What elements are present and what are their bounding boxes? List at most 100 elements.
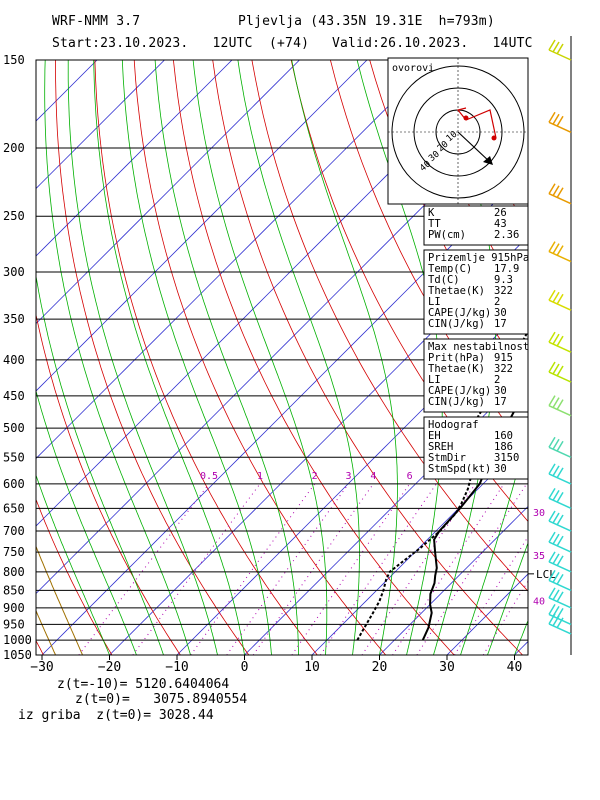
wind-barb-staff <box>548 341 572 353</box>
wind-barb-flag <box>552 113 560 125</box>
surface-panel-label: LI <box>428 296 441 308</box>
wind-barb-flag <box>552 465 560 477</box>
wind-barb-flag <box>552 512 560 524</box>
pressure-tick-label: 300 <box>3 265 25 279</box>
wind-barb-flag <box>548 361 556 373</box>
hodograph-title: ovorovi <box>392 63 434 74</box>
pressure-tick-label: 500 <box>3 421 25 435</box>
wind-barb-staff <box>548 541 572 553</box>
hodograf-panel-value: 160 <box>494 430 513 442</box>
side-label: 35 <box>533 551 545 562</box>
wind-barb <box>548 361 572 383</box>
wind-barb <box>548 570 572 592</box>
wind-barb-staff <box>548 623 572 635</box>
wind-barb-flag <box>556 491 564 503</box>
surface-panel-label: Thetae(K) <box>428 285 485 297</box>
wind-barb-staff <box>548 193 572 205</box>
wind-barb-flag <box>556 335 564 347</box>
wind-barb <box>548 587 572 609</box>
wind-barb-staff <box>548 597 572 609</box>
hodograf-panel-value: 186 <box>494 441 513 453</box>
maxinst-panel-value: 30 <box>494 385 507 397</box>
pressure-tick-label: 800 <box>3 565 25 579</box>
wind-barb-flag <box>552 243 560 254</box>
mixing-ratio-line <box>190 483 316 655</box>
dry-adiabat-line <box>133 60 387 655</box>
wind-barb <box>548 463 572 485</box>
maxinst-panel-box <box>423 338 529 413</box>
hodograph-point <box>463 115 469 121</box>
pressure-tick-label: 650 <box>3 501 25 515</box>
temperature-tick-label: 30 <box>439 660 455 675</box>
hodograph-point <box>491 135 497 141</box>
hodograf-panel-label: StmSpd(kt) <box>428 463 491 475</box>
pressure-tick-label: 400 <box>3 353 25 367</box>
hodograf-panel-label: StmDir <box>428 452 466 464</box>
pressure-tick-label: 900 <box>3 601 25 615</box>
indices-panel-value: 43 <box>494 218 507 230</box>
wind-barb-flag <box>552 291 560 303</box>
surface-panel-title: Prizemlje 915hPa <box>428 252 529 264</box>
wind-barb-flag <box>548 436 556 448</box>
temperature-tick-label: −30 <box>30 660 53 675</box>
wind-barb <box>548 604 572 626</box>
wind-barb-flag <box>552 589 560 601</box>
mixing-ratio-label: 3 <box>345 471 351 482</box>
indices-panel-value: 26 <box>494 207 507 219</box>
pressure-tick-label: 950 <box>3 617 25 631</box>
wind-barb-flag <box>552 363 560 375</box>
hodograf-panel-title: Hodograf <box>428 419 479 431</box>
wind-barb <box>548 111 572 133</box>
wind-barb-flag <box>552 185 560 197</box>
wind-barb-staff <box>548 520 572 532</box>
model-name: WRF-NMM 3.7 <box>52 14 141 29</box>
temperature-tick-label: 40 <box>507 660 523 675</box>
moist-adiabat-line <box>154 60 299 655</box>
indices-panel-label: TT <box>428 218 441 230</box>
footer-line-3: iz griba z(t=0)= 3028.44 <box>18 708 214 723</box>
wind-barb-staff <box>548 121 572 133</box>
surface-panel-label: Td(C) <box>428 274 460 286</box>
surface-panel-value: 322 <box>494 285 513 297</box>
pressure-tick-label: 600 <box>3 477 25 491</box>
wind-barb <box>548 487 572 510</box>
pressure-tick-label: 550 <box>3 450 25 464</box>
wind-barb-flag <box>556 467 564 479</box>
wind-barb-flag <box>552 333 560 345</box>
footer-line-1: z(t=-10)= 5120.6404064 <box>57 677 230 692</box>
moist-adiabat-line <box>291 60 398 655</box>
temperature-tick-label: −20 <box>98 660 121 675</box>
pressure-tick-label: 850 <box>3 583 25 597</box>
surface-panel-value: 30 <box>494 307 507 319</box>
moist-adiabat-line <box>44 60 191 655</box>
wind-barb-flag <box>556 115 564 127</box>
wind-barb-staff <box>548 446 572 458</box>
wind-barb-flag <box>556 591 564 603</box>
wind-barb-flag <box>556 365 564 377</box>
moist-adiabat-line <box>93 60 245 655</box>
mixing-ratio-line <box>392 483 505 655</box>
mixing-ratio-label: 6 <box>407 471 413 482</box>
wind-barb <box>548 436 572 458</box>
wind-barb-flag <box>556 440 564 452</box>
temperature-tick-label: 0 <box>241 660 249 675</box>
wind-barb <box>548 183 572 205</box>
wind-barb-staff <box>548 404 572 417</box>
storm-motion-arrowhead <box>483 156 493 165</box>
pressure-tick-label: 1050 <box>3 648 32 662</box>
wind-barb-flag <box>552 438 560 450</box>
wind-barb-flag <box>552 615 560 627</box>
indices-panel-value: 2.36 <box>494 229 519 241</box>
maxinst-panel-label: CIN(J/kg) <box>428 396 485 408</box>
pressure-tick-label: 150 <box>3 53 25 67</box>
moist-adiabat-line <box>192 60 328 655</box>
maxinst-panel-value: 17 <box>494 396 507 408</box>
mixing-ratio-line <box>291 483 411 655</box>
surface-panel-label: CAPE(J/kg) <box>428 307 491 319</box>
wind-barb-flag <box>556 43 564 55</box>
wind-barb-flag <box>548 395 556 407</box>
wind-barb-flag <box>552 533 560 545</box>
isotherm-line <box>36 60 233 257</box>
